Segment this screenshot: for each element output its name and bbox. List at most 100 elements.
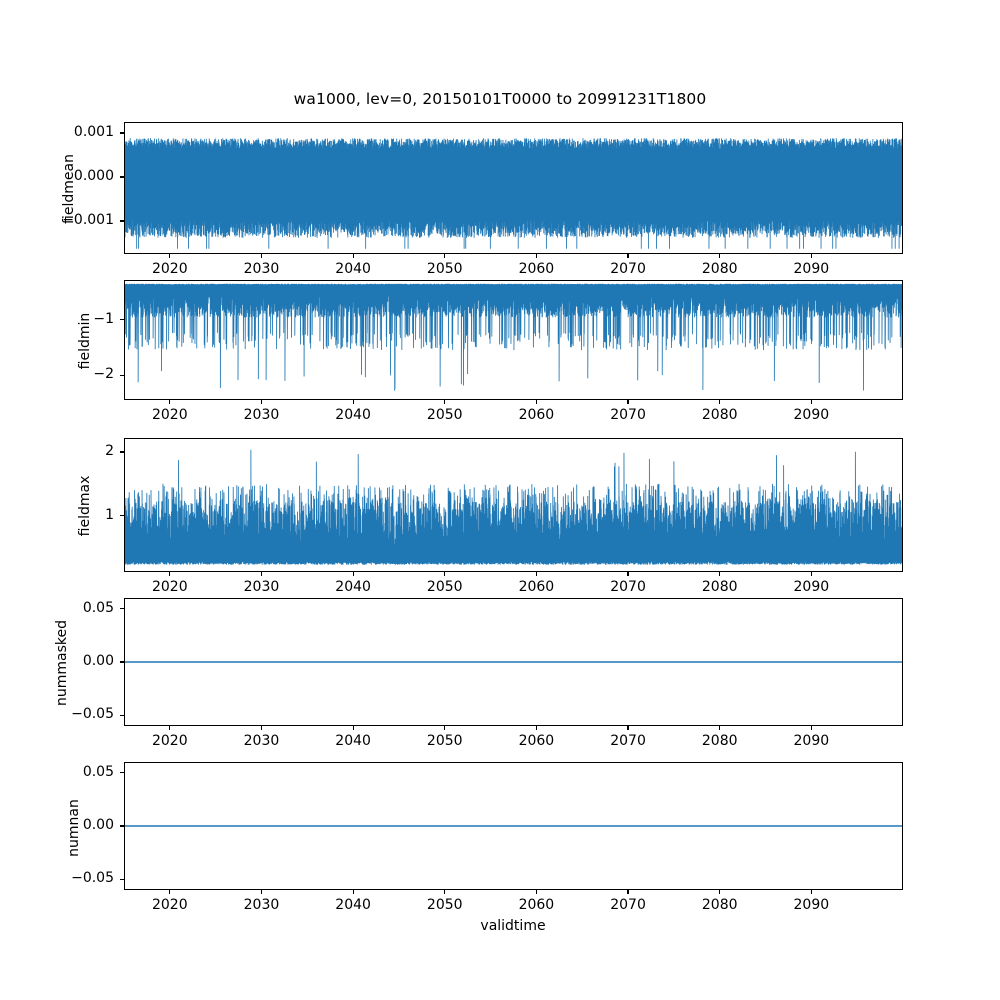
x-tick-mark [169,572,171,577]
x-tick-mark [444,890,446,895]
x-tick-label: 2030 [243,897,280,913]
x-tick-mark [260,572,263,577]
panel-numnan [124,762,903,890]
y-tick-mark [119,714,124,716]
x-tick-label: 2070 [610,579,646,595]
x-tick-mark [719,890,721,895]
y-tick-label: −2 [93,366,114,383]
y-tick-mark [119,825,124,827]
y-tick-mark [119,176,124,178]
x-tick-mark [352,890,354,895]
x-tick-mark [444,572,446,577]
y-tick-mark [119,515,124,517]
x-tick-label: 2020 [151,733,188,749]
y-tick-label: −0.05 [71,870,114,887]
x-tick-label: 2050 [426,733,463,749]
x-tick-mark [627,254,629,259]
x-tick-mark [535,572,537,577]
x-tick-mark [810,254,812,259]
x-tick-mark [810,400,812,405]
x-tick-mark [260,400,263,405]
x-tick-mark [444,254,446,259]
x-tick-label: 2090 [793,579,830,595]
x-tick-label: 2040 [335,733,371,749]
x-tick-mark [169,726,171,731]
y-tick-label: 0.00 [82,817,114,833]
plot-area-numnan [125,825,902,827]
y-tick-mark [119,220,124,222]
x-tick-label: 2060 [518,733,555,749]
x-tick-label: 2040 [335,407,371,423]
y-tick-mark [119,451,124,453]
x-tick-label: 2020 [151,261,188,277]
y-tick-mark [119,878,124,880]
plot-area-fieldmax [125,449,902,565]
x-tick-label: 2040 [335,897,371,913]
x-tick-label: 2060 [518,261,555,277]
y-tick-label: 0.05 [82,763,114,780]
x-tick-label: 2050 [426,407,463,423]
x-tick-mark [719,572,721,577]
x-tick-mark [352,572,354,577]
y-tick-mark [119,319,124,321]
y-tick-label: −0.001 [62,212,114,228]
x-tick-label: 2090 [793,733,830,749]
x-tick-label: 2070 [610,897,646,913]
x-tick-label: 2090 [793,261,830,277]
x-tick-mark [535,254,537,259]
panel-fieldmax [124,438,903,572]
x-tick-label: 2050 [426,897,463,913]
y-tick-label: 0.05 [82,599,114,616]
x-tick-label: 2030 [243,579,280,595]
x-tick-label: 2020 [151,579,188,595]
x-tick-mark [719,726,721,731]
x-tick-mark [352,400,354,405]
x-tick-label: 2060 [518,897,555,913]
x-tick-mark [719,400,721,405]
x-tick-label: 2030 [243,733,280,749]
x-tick-mark [810,572,812,577]
x-tick-mark [260,890,263,895]
plot-area-fieldmin [125,283,902,391]
x-tick-label: 2080 [701,897,738,913]
x-tick-mark [810,890,812,895]
y-tick-mark [119,374,124,376]
x-tick-mark [535,726,537,731]
y-tick-mark [119,132,124,134]
y-tick-label: 0.001 [73,124,114,140]
x-tick-label: 2040 [335,261,371,277]
y-tick-label: 0.000 [73,168,114,184]
x-tick-label: 2050 [426,579,463,595]
xlabel: validtime [480,918,546,934]
x-tick-label: 2030 [243,407,280,423]
y-tick-mark [119,608,124,610]
x-tick-label: 2060 [518,407,555,423]
y-tick-label: −0.05 [71,706,114,723]
x-tick-label: 2020 [151,407,188,423]
x-tick-label: 2070 [610,733,646,749]
ylabel-fieldmin: fieldmin [77,312,93,370]
x-tick-label: 2080 [701,733,738,749]
x-tick-label: 2080 [701,579,738,595]
y-tick-mark [119,661,124,663]
x-tick-label: 2060 [518,579,555,595]
y-tick-label: −1 [93,310,114,327]
x-tick-label: 2070 [610,407,646,423]
x-tick-mark [535,890,537,895]
x-tick-mark [627,572,629,577]
x-tick-mark [169,400,171,405]
y-tick-label: 1 [105,506,114,523]
x-tick-label: 2040 [335,579,371,595]
plot-area-fieldmean [125,138,902,249]
x-tick-label: 2090 [793,897,830,913]
x-tick-label: 2020 [151,897,188,913]
x-tick-label: 2080 [701,261,738,277]
panel-fieldmin [124,280,903,400]
x-tick-label: 2090 [793,407,830,423]
figure-title: wa1000, lev=0, 20150101T0000 to 20991231… [293,90,707,108]
x-tick-mark [719,254,721,259]
x-tick-mark [260,726,263,731]
panel-nummasked [124,598,903,726]
x-tick-mark [535,400,537,405]
